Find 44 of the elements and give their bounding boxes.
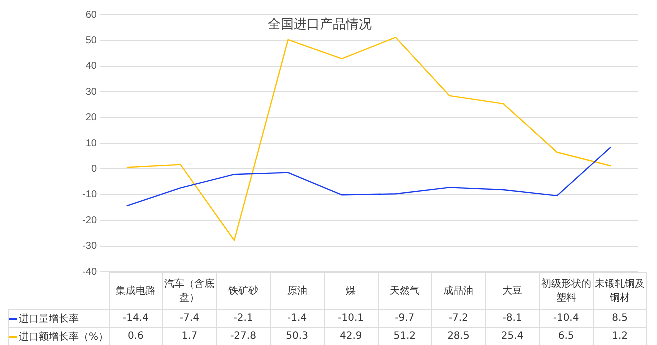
data-label: 0.6 xyxy=(109,328,163,345)
data-label: -2.1 xyxy=(216,310,270,328)
data-label: 1.2 xyxy=(593,328,647,345)
data-label: 8.5 xyxy=(593,310,647,328)
y-tick-label: 50 xyxy=(86,35,98,46)
x-tick-label: 初级形状的塑料 xyxy=(539,272,594,310)
data-label: 25.4 xyxy=(486,328,540,345)
data-label: 6.5 xyxy=(539,328,594,345)
data-label: -14.4 xyxy=(109,310,163,328)
y-tick-label: 30 xyxy=(86,86,98,98)
y-tick-label: -10 xyxy=(82,190,98,201)
y-tick-label: 60 xyxy=(86,10,98,21)
x-tick-label: 集成电路 xyxy=(109,272,163,310)
data-label: 50.3 xyxy=(270,328,324,345)
y-tick-label: 20 xyxy=(86,112,98,124)
y-tick-label: 0 xyxy=(91,164,98,175)
x-tick-label: 汽车（含底盘） xyxy=(162,272,217,310)
y-tick-label: -40 xyxy=(82,266,98,278)
x-tick-label: 天然气 xyxy=(378,272,432,310)
x-tick-label: 大豆 xyxy=(486,272,540,310)
x-tick-label: 铁矿砂 xyxy=(216,272,270,310)
data-label: -8.1 xyxy=(486,310,540,328)
x-tick-label: 成品油 xyxy=(432,272,486,310)
data-label: -1.4 xyxy=(270,310,324,328)
data-label: 51.2 xyxy=(378,328,432,345)
y-tick-label: -30 xyxy=(82,241,98,252)
data-label: -7.2 xyxy=(432,310,486,328)
data-label: -10.4 xyxy=(539,310,594,328)
legend-label: 进口额增长率（%） xyxy=(8,328,110,345)
x-tick-label: 煤 xyxy=(324,272,378,310)
data-label: -7.4 xyxy=(162,310,217,328)
x-tick-label: 原油 xyxy=(270,272,324,310)
legend-label: 进口量增长率 xyxy=(8,310,110,328)
chart-title: 全国进口产品情况 xyxy=(268,17,372,32)
data-label: -27.8 xyxy=(216,328,270,345)
y-tick-label: -20 xyxy=(82,215,98,226)
data-label: 42.9 xyxy=(324,328,378,345)
data-label: 28.5 xyxy=(432,328,486,345)
y-tick-label: 10 xyxy=(86,138,98,150)
data-label: -9.7 xyxy=(378,310,432,328)
data-label: 1.7 xyxy=(162,328,217,345)
x-tick-label: 未锻轧铜及铜材 xyxy=(593,272,647,310)
data-label: -10.1 xyxy=(324,310,378,328)
y-tick-label: 40 xyxy=(86,61,98,72)
